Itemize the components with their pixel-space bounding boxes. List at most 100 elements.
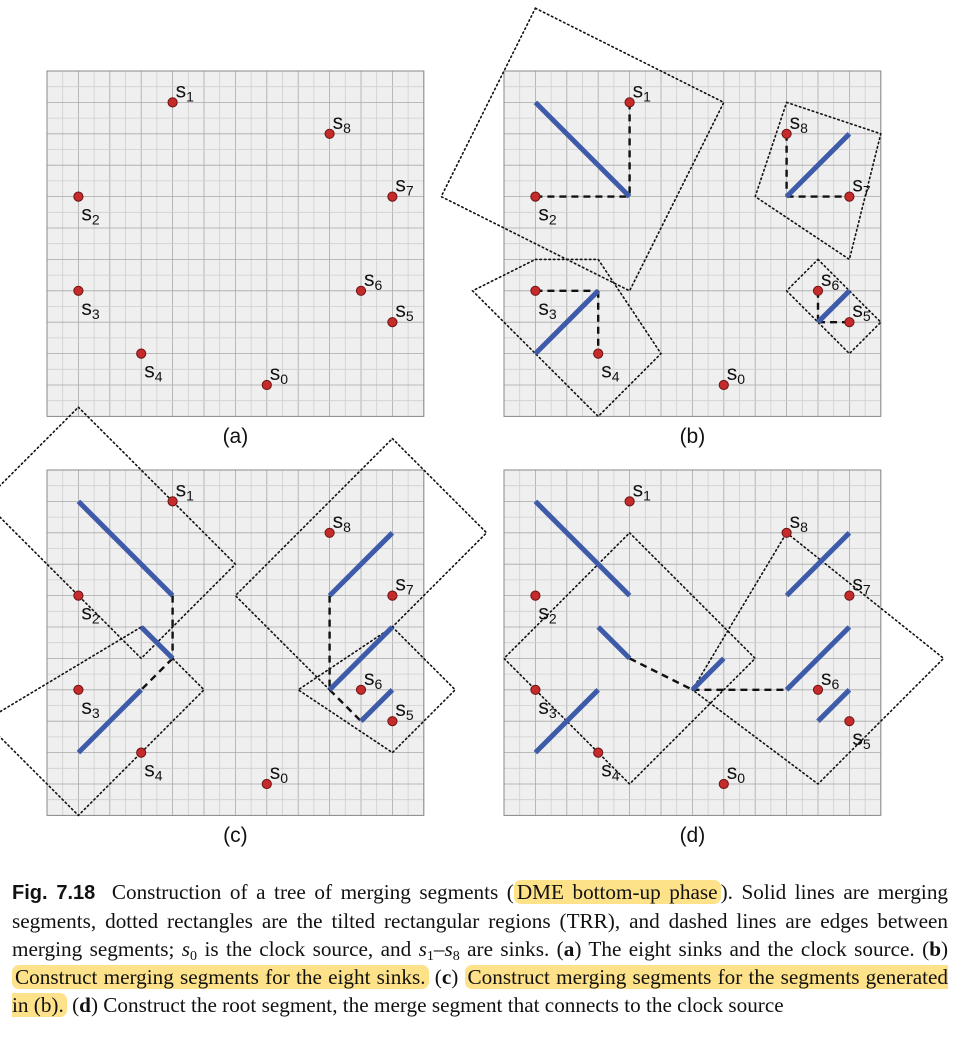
trr-region bbox=[440, 7, 725, 292]
sink-3-label: s3 bbox=[538, 297, 557, 322]
merging-segment bbox=[533, 100, 632, 199]
sink-3-point bbox=[530, 285, 541, 296]
caption-text: ) Construct the root segment, the merge … bbox=[90, 993, 784, 1017]
merging-segment bbox=[784, 531, 852, 598]
caption-sub: 1 bbox=[426, 949, 434, 964]
sink-1-label: s1 bbox=[176, 478, 195, 503]
sink-0-point bbox=[261, 379, 272, 391]
caption-sub: 0 bbox=[190, 949, 198, 964]
caption-var: s bbox=[181, 937, 191, 961]
sink-3-point bbox=[73, 684, 84, 695]
panel-border bbox=[503, 469, 882, 816]
trr-region bbox=[754, 101, 882, 261]
merging-segment bbox=[533, 688, 600, 755]
sink-5-point bbox=[844, 317, 855, 328]
figure: s0 s1 s2 s3 s4 s5 s6 s7 s8 (a) s0 s1 s2 s3 s4 s5 s6 s7 s8 (… bbox=[0, 7, 945, 847]
sink-1-point bbox=[624, 97, 635, 108]
panel-label: (b) bbox=[680, 425, 706, 448]
sink-5-label: s5 bbox=[852, 727, 871, 752]
sink-4-point bbox=[136, 348, 147, 359]
sink-5-label: s5 bbox=[395, 698, 414, 723]
panel-label: (a) bbox=[223, 425, 249, 448]
merging-segment bbox=[359, 688, 395, 723]
trr-region bbox=[691, 531, 945, 786]
merging-segment bbox=[596, 625, 632, 661]
panel-border bbox=[46, 469, 425, 816]
sink-8-point bbox=[781, 527, 792, 538]
sink-2-point bbox=[530, 191, 541, 202]
sink-4-point bbox=[593, 747, 604, 758]
sink-7-label: s7 bbox=[852, 174, 871, 199]
sink-1-label: s1 bbox=[633, 79, 652, 104]
trr-region bbox=[502, 531, 757, 786]
grid bbox=[46, 469, 425, 816]
sink-7-label: s7 bbox=[395, 573, 414, 598]
sink-8-point bbox=[781, 128, 792, 139]
caption-text: – bbox=[433, 937, 445, 961]
figure-number: Fig. 7.18 bbox=[12, 882, 96, 904]
caption-sub: 8 bbox=[452, 949, 460, 964]
sink-7-point bbox=[844, 590, 855, 601]
sink-8-label: s8 bbox=[333, 111, 352, 136]
sink-7-point bbox=[844, 191, 855, 202]
sink-8-label: s8 bbox=[790, 510, 809, 535]
merging-segment bbox=[784, 625, 852, 692]
sink-4-label: s4 bbox=[601, 759, 620, 784]
caption-panel-ref: b bbox=[929, 937, 941, 961]
merging-segment bbox=[690, 656, 726, 692]
sink-6-label: s6 bbox=[821, 667, 840, 692]
sink-3-point bbox=[73, 285, 84, 296]
merging-segment bbox=[76, 688, 143, 755]
trr-region bbox=[0, 625, 206, 817]
sink-2-point bbox=[73, 191, 84, 202]
sink-0-point bbox=[261, 778, 272, 790]
panel-4: s0 s1 s2 s3 s4 s5 s6 s7 s8 (d) bbox=[502, 469, 945, 847]
caption-text: ) bbox=[451, 965, 459, 989]
figure-caption: Fig. 7.18 Construction of a tree of merg… bbox=[12, 878, 948, 1019]
tree-edge bbox=[140, 657, 174, 691]
panel-label: (c) bbox=[223, 824, 248, 847]
sink-2-label: s2 bbox=[538, 203, 557, 228]
caption-highlight: Construct merging segments for the eight… bbox=[12, 965, 429, 989]
sink-4-label: s4 bbox=[144, 360, 163, 385]
sink-7-point bbox=[387, 590, 398, 601]
merging-segment bbox=[327, 531, 395, 598]
sink-5-point bbox=[387, 317, 398, 328]
panel-3: s0 s1 s2 s3 s4 s5 s6 s7 s8 (c) bbox=[0, 406, 488, 847]
sink-1-label: s1 bbox=[633, 478, 652, 503]
merging-segment bbox=[327, 625, 395, 692]
sink-0-label: s0 bbox=[270, 761, 289, 786]
trr-region bbox=[0, 406, 237, 660]
sink-6-point bbox=[355, 285, 367, 296]
sink-1-point bbox=[624, 496, 635, 507]
merging-segment bbox=[139, 625, 175, 661]
sink-0-label: s0 bbox=[727, 362, 746, 387]
caption-panel-ref: a bbox=[563, 937, 575, 961]
panel-border bbox=[46, 70, 425, 417]
merging-segment bbox=[816, 688, 852, 723]
sink-2-point bbox=[530, 590, 541, 601]
sink-6-point bbox=[355, 684, 367, 695]
sink-5-point bbox=[387, 716, 398, 727]
sink-5-label: s5 bbox=[852, 299, 871, 324]
caption-text: are sinks. ( bbox=[467, 937, 564, 961]
sink-1-point bbox=[167, 97, 178, 108]
caption-text: Construction of a tree of merging segmen… bbox=[111, 880, 514, 904]
merging-segment bbox=[533, 499, 632, 598]
sink-0-point bbox=[718, 379, 729, 391]
panel-label: (d) bbox=[680, 824, 706, 847]
caption-var: s bbox=[418, 937, 427, 961]
sink-6-point bbox=[812, 684, 824, 695]
sink-7-label: s7 bbox=[852, 573, 871, 598]
sink-8-label: s8 bbox=[790, 111, 809, 136]
sink-2-label: s2 bbox=[81, 203, 100, 228]
merging-segment bbox=[533, 289, 600, 356]
panel-border bbox=[503, 70, 882, 417]
sink-7-label: s7 bbox=[395, 174, 414, 199]
caption-text: ). Solid lines are merging segments, dot… bbox=[12, 880, 949, 961]
caption-text: ) The eight sinks and the clock source. … bbox=[574, 937, 930, 961]
merging-segment bbox=[784, 132, 852, 199]
sink-6-point bbox=[812, 285, 824, 296]
sink-8-point bbox=[324, 128, 335, 139]
sink-3-label: s3 bbox=[81, 696, 100, 721]
